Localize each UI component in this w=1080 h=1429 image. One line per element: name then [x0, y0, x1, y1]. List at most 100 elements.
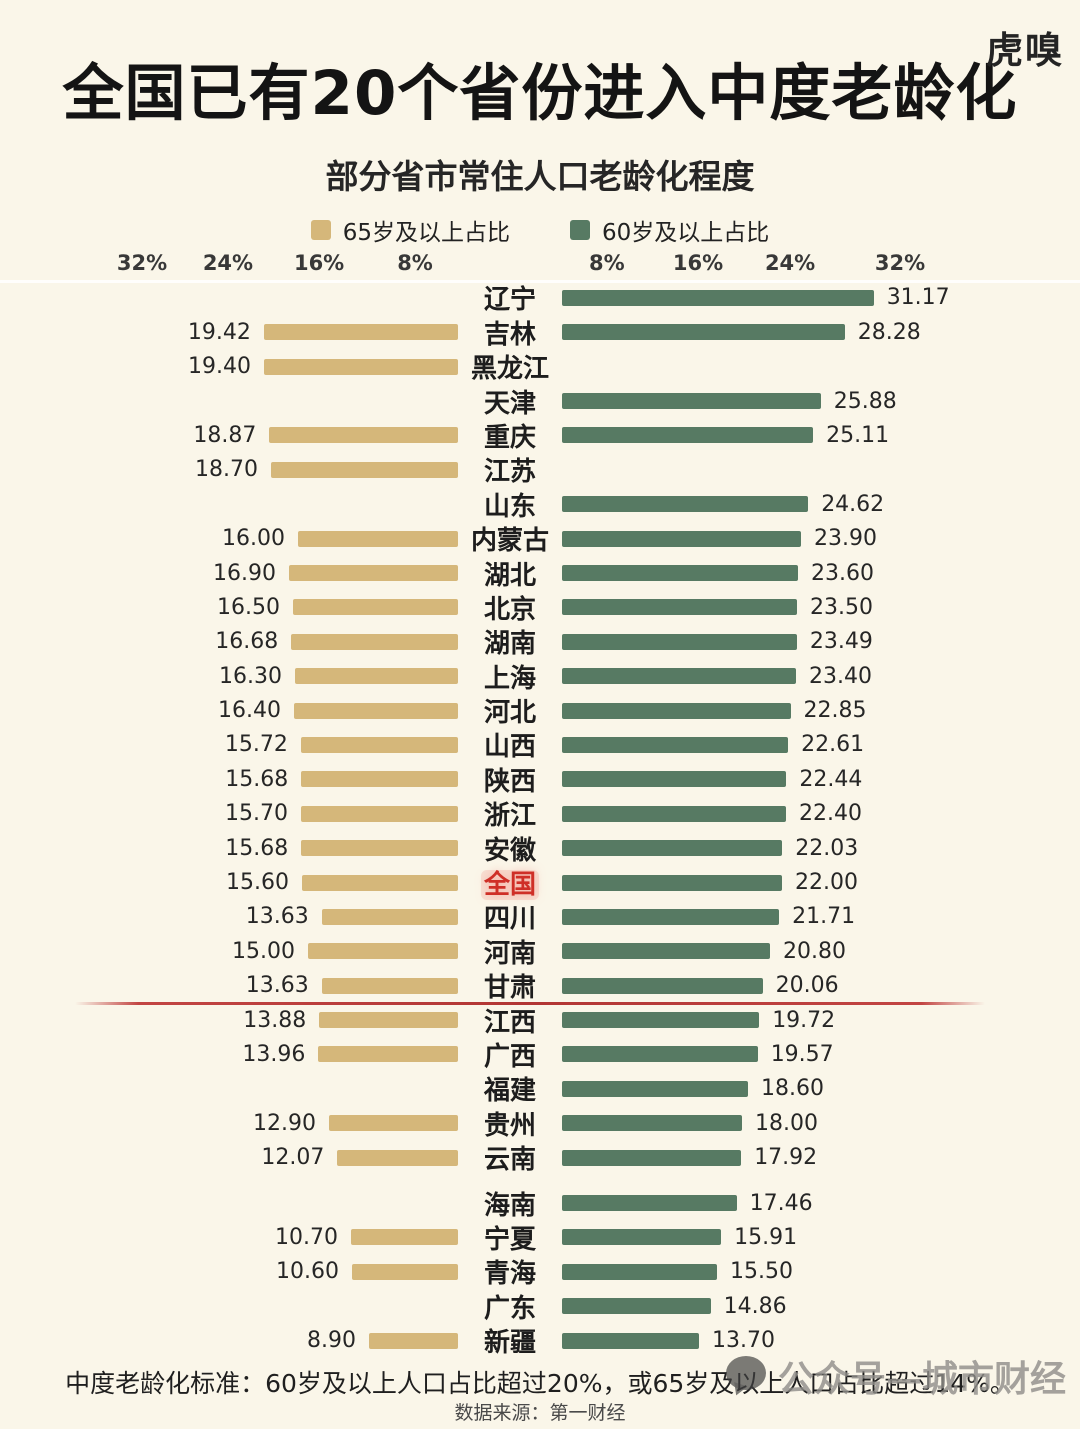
- left-value-label: 15.68: [225, 835, 289, 861]
- right-zone: 22.40: [562, 801, 1020, 826]
- chart-row: 天津 25.88: [60, 384, 1020, 419]
- right-zone: 18.60: [562, 1076, 1020, 1101]
- right-zone: 25.11: [562, 423, 1020, 448]
- left-bar-65plus: [351, 1229, 458, 1246]
- chart-row: 15.60 全国 22.00: [60, 865, 1020, 901]
- chart-row: 福建 18.60: [60, 1072, 1020, 1106]
- right-value-label: 22.85: [803, 698, 867, 724]
- left-zone: 12.90: [60, 1111, 458, 1136]
- category-cell: 湖南: [458, 623, 562, 660]
- right-bar-60plus: [562, 943, 770, 960]
- right-bar-60plus: [562, 771, 787, 788]
- right-value-label: 25.11: [826, 422, 890, 448]
- axis-tick: 16%: [672, 250, 724, 275]
- right-zone: 22.85: [562, 698, 1020, 723]
- left-bar-65plus: [329, 1115, 458, 1132]
- left-zone: 16.40: [60, 698, 458, 723]
- province-label: 江西: [483, 1007, 536, 1038]
- axis-left-ticks: 32% 24% 16% 8%: [60, 251, 458, 275]
- left-zone: 18.70: [60, 457, 458, 482]
- right-zone: 22.03: [562, 836, 1020, 861]
- province-label: 宁夏: [483, 1224, 536, 1255]
- right-bar-60plus: [562, 1012, 760, 1029]
- axis-tick: 16%: [293, 250, 345, 275]
- right-bar-60plus: [562, 1298, 711, 1315]
- chart-row: 16.68 湖南 23.49: [60, 625, 1020, 659]
- left-value-label: 16.00: [222, 526, 285, 552]
- right-value-label: 22.00: [795, 870, 858, 896]
- right-value-label: 19.72: [772, 1007, 836, 1033]
- data-source: 数据来源：第一财经: [454, 1402, 626, 1425]
- right-value-label: 31.17: [886, 285, 950, 311]
- category-cell: 辽宁: [458, 279, 562, 316]
- right-zone: 15.50: [562, 1259, 1020, 1284]
- left-value-label: 12.90: [253, 1110, 316, 1136]
- chart-row: 8.90 新疆 13.70: [60, 1323, 1020, 1358]
- right-bar-60plus: [562, 805, 786, 822]
- left-bar-65plus: [302, 874, 458, 891]
- province-label: 北京: [483, 594, 536, 625]
- province-label: 辽宁: [483, 285, 536, 316]
- left-value-label: 13.63: [245, 904, 309, 930]
- left-bar-65plus: [295, 668, 458, 685]
- left-bar-65plus: [294, 702, 458, 719]
- chart-row: 15.00 河南 20.80: [60, 934, 1020, 969]
- right-bar-60plus: [562, 565, 798, 581]
- right-value-label: 20.06: [775, 973, 839, 999]
- chart-row: 山东 24.62: [60, 487, 1020, 522]
- legend-label-65plus: 65岁及以上占比: [342, 219, 510, 246]
- right-zone: 17.92: [562, 1145, 1020, 1170]
- axis-tick: 32%: [116, 250, 168, 275]
- right-value-label: 18.60: [761, 1076, 824, 1102]
- left-bar-65plus: [321, 977, 458, 994]
- chart-row: 16.90 湖北 23.60: [60, 556, 1020, 591]
- legend: 65岁及以上占比 60岁及以上占比: [60, 217, 1020, 246]
- category-cell: 安徽: [458, 830, 562, 867]
- right-zone: 23.49: [562, 629, 1020, 654]
- right-zone: 24.62: [562, 492, 1020, 517]
- legend-label-60plus: 60岁及以上占比: [602, 219, 770, 246]
- right-value-label: 17.46: [749, 1190, 813, 1216]
- category-cell: 上海: [458, 658, 562, 695]
- chart-row: 15.68 陕西 22.44: [60, 762, 1020, 797]
- axis-underline: [0, 279, 1080, 283]
- category-cell: 云南: [458, 1139, 562, 1176]
- threshold-footnote: 中度老龄化标准：60岁及以上人口占比超过20%，或65岁及以上人口占比超过14%…: [65, 1368, 1015, 1398]
- right-bar-60plus: [562, 1195, 737, 1212]
- left-value-label: 15.00: [232, 938, 295, 964]
- right-bar-60plus: [562, 1263, 717, 1280]
- right-bar-60plus: [562, 427, 814, 444]
- left-value-label: 10.70: [275, 1224, 338, 1250]
- province-label: 安徽: [483, 835, 536, 866]
- left-bar-65plus: [319, 1012, 458, 1029]
- left-zone: 18.87: [60, 423, 458, 448]
- left-zone: 15.72: [60, 732, 458, 757]
- left-value-label: 10.60: [276, 1259, 339, 1285]
- right-bar-60plus: [562, 1229, 722, 1246]
- left-bar-65plus: [301, 840, 458, 857]
- left-zone: 10.60: [60, 1259, 458, 1284]
- right-value-label: 28.28: [857, 319, 921, 345]
- province-label: 甘肃: [483, 973, 536, 1004]
- left-value-label: 8.90: [307, 1328, 356, 1354]
- threshold-line: [75, 1001, 985, 1005]
- category-cell: 吉林: [458, 314, 562, 351]
- province-label: 青海: [483, 1259, 536, 1290]
- left-bar-65plus: [263, 324, 458, 341]
- category-cell: 内蒙古: [458, 520, 562, 557]
- category-cell: 福建: [458, 1070, 562, 1107]
- province-label: 四川: [483, 904, 536, 935]
- left-zone: 15.00: [60, 939, 458, 964]
- left-zone: 10.70: [60, 1225, 458, 1250]
- left-value-label: 16.68: [215, 629, 279, 655]
- right-value-label: 15.50: [730, 1259, 793, 1285]
- left-value-label: 18.70: [195, 457, 258, 483]
- left-value-label: 15.70: [225, 801, 288, 827]
- category-cell: 青海: [458, 1253, 562, 1290]
- left-zone: 15.68: [60, 767, 458, 792]
- chart-row: 13.88 江西 19.72: [60, 1003, 1020, 1038]
- left-bar-65plus: [269, 427, 458, 444]
- right-value-label: 25.88: [833, 388, 897, 414]
- right-bar-60plus: [562, 1115, 742, 1132]
